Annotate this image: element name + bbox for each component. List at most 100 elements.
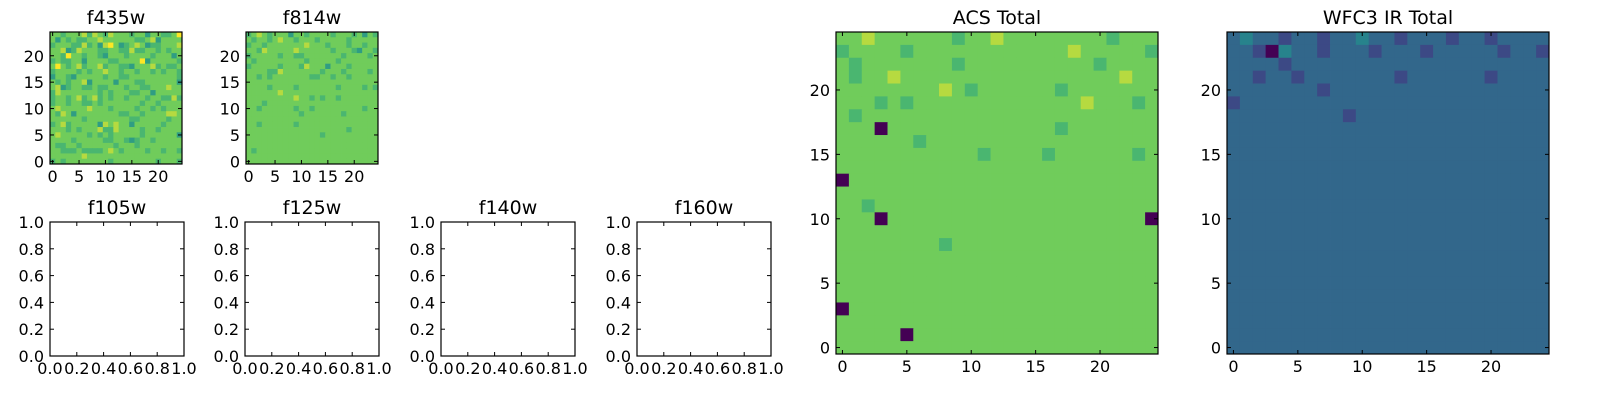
heatmap-cell	[1252, 263, 1267, 278]
heatmap-cell	[1029, 173, 1043, 187]
heatmap-cell	[251, 32, 257, 38]
heatmap-cell	[330, 63, 337, 70]
heatmap-cell	[267, 153, 273, 160]
heatmap-cell	[282, 90, 289, 96]
heatmap-cell	[108, 32, 114, 38]
heatmap-cell	[887, 341, 901, 355]
heatmap-cell	[1484, 250, 1498, 265]
heatmap-cell	[325, 105, 331, 112]
heatmap-cell	[309, 32, 316, 38]
heatmap-cell	[256, 58, 263, 65]
heatmap-cell	[939, 199, 953, 213]
heatmap-cell	[1445, 238, 1460, 252]
heatmap-cell	[1523, 250, 1537, 265]
heatmap-cell	[1029, 341, 1043, 355]
heatmap-cell	[1471, 173, 1485, 187]
heatmap-cell	[990, 302, 1004, 316]
y-tick-label: 5	[230, 126, 240, 145]
heatmap-cell	[298, 53, 305, 59]
heatmap-cell	[65, 84, 72, 91]
heatmap-cell	[1342, 315, 1357, 329]
heatmap-cell	[1093, 122, 1107, 136]
heatmap-cell	[1484, 96, 1498, 110]
heatmap-cell	[1394, 276, 1408, 290]
heatmap-cell	[325, 42, 331, 49]
heatmap-cell	[1433, 341, 1447, 355]
heatmap-cell	[1291, 302, 1305, 316]
heatmap-cell	[1330, 32, 1344, 46]
heatmap-cell	[1497, 302, 1511, 316]
heatmap-cell	[1342, 32, 1357, 46]
heatmap-cell	[319, 95, 326, 102]
heatmap-cell	[118, 63, 125, 70]
heatmap-cell	[1067, 70, 1082, 84]
heatmap-cell	[155, 53, 162, 59]
heatmap-cell	[874, 83, 888, 97]
heatmap-cell	[351, 68, 358, 75]
heatmap-cell	[102, 148, 109, 154]
heatmap-cell	[861, 173, 876, 187]
heatmap-cell	[60, 121, 67, 128]
heatmap-cell	[330, 95, 337, 102]
heatmap-cell	[251, 121, 257, 128]
heatmap-cell	[1106, 315, 1120, 329]
heatmap-cell	[171, 153, 178, 160]
heatmap-cell	[277, 127, 284, 133]
heatmap-cell	[951, 225, 966, 239]
heatmap-cell	[836, 135, 850, 149]
heatmap-cell	[81, 132, 88, 138]
heatmap-cell	[1368, 70, 1382, 84]
heatmap-cell	[97, 37, 104, 43]
heatmap-cell	[372, 37, 379, 43]
heatmap-cell	[160, 90, 167, 96]
heatmap-cell	[60, 153, 67, 160]
heatmap-cell	[1433, 302, 1447, 316]
heatmap-cell	[65, 74, 72, 80]
heatmap-cell	[848, 341, 863, 355]
heatmap-cell	[848, 109, 863, 123]
heatmap-cell	[123, 32, 130, 38]
heatmap-cell	[964, 276, 979, 290]
heatmap-cell	[81, 111, 88, 117]
heatmap-cell	[325, 53, 331, 59]
heatmap-cell	[81, 79, 88, 86]
heatmap-cell	[1016, 315, 1030, 329]
heatmap-cell	[267, 137, 273, 144]
heatmap-cell	[1227, 109, 1241, 123]
heatmap-cell	[1497, 225, 1511, 239]
heatmap-cell	[309, 158, 316, 165]
heatmap-cell	[356, 63, 363, 70]
heatmap-cell	[118, 74, 125, 80]
heatmap-cell	[246, 68, 252, 75]
heatmap-cell	[1445, 135, 1460, 149]
heatmap-cell	[836, 289, 850, 303]
heatmap-cell	[1227, 160, 1241, 175]
heatmap-cell	[1355, 135, 1370, 149]
heatmap-cell	[1342, 328, 1357, 342]
heatmap-cell	[356, 158, 363, 165]
heatmap-cell	[1067, 289, 1082, 303]
heatmap-cell	[65, 42, 72, 49]
heatmap-cell	[939, 109, 953, 123]
heatmap-cell	[118, 111, 125, 117]
heatmap-cell	[166, 132, 172, 138]
heatmap-cell	[60, 127, 67, 133]
heatmap-cell	[926, 263, 940, 278]
heatmap-cell	[319, 116, 326, 123]
heatmap-cell	[261, 95, 268, 102]
heatmap-cell	[964, 109, 979, 123]
heatmap-cell	[145, 90, 151, 96]
heatmap-cell	[1252, 147, 1267, 162]
heatmap-cell	[1433, 225, 1447, 239]
heatmap-cell	[977, 302, 991, 316]
heatmap-cell	[86, 153, 93, 160]
heatmap-cell	[282, 100, 289, 107]
heatmap-cell	[309, 37, 316, 43]
heatmap-cell	[86, 42, 93, 49]
y-tick-label: 0.0	[19, 347, 44, 366]
heatmap-cell	[81, 37, 88, 43]
heatmap-cell	[1067, 109, 1082, 123]
heatmap-cell	[848, 70, 863, 84]
heatmap-cell	[55, 68, 61, 75]
heatmap-cell	[1119, 186, 1133, 200]
